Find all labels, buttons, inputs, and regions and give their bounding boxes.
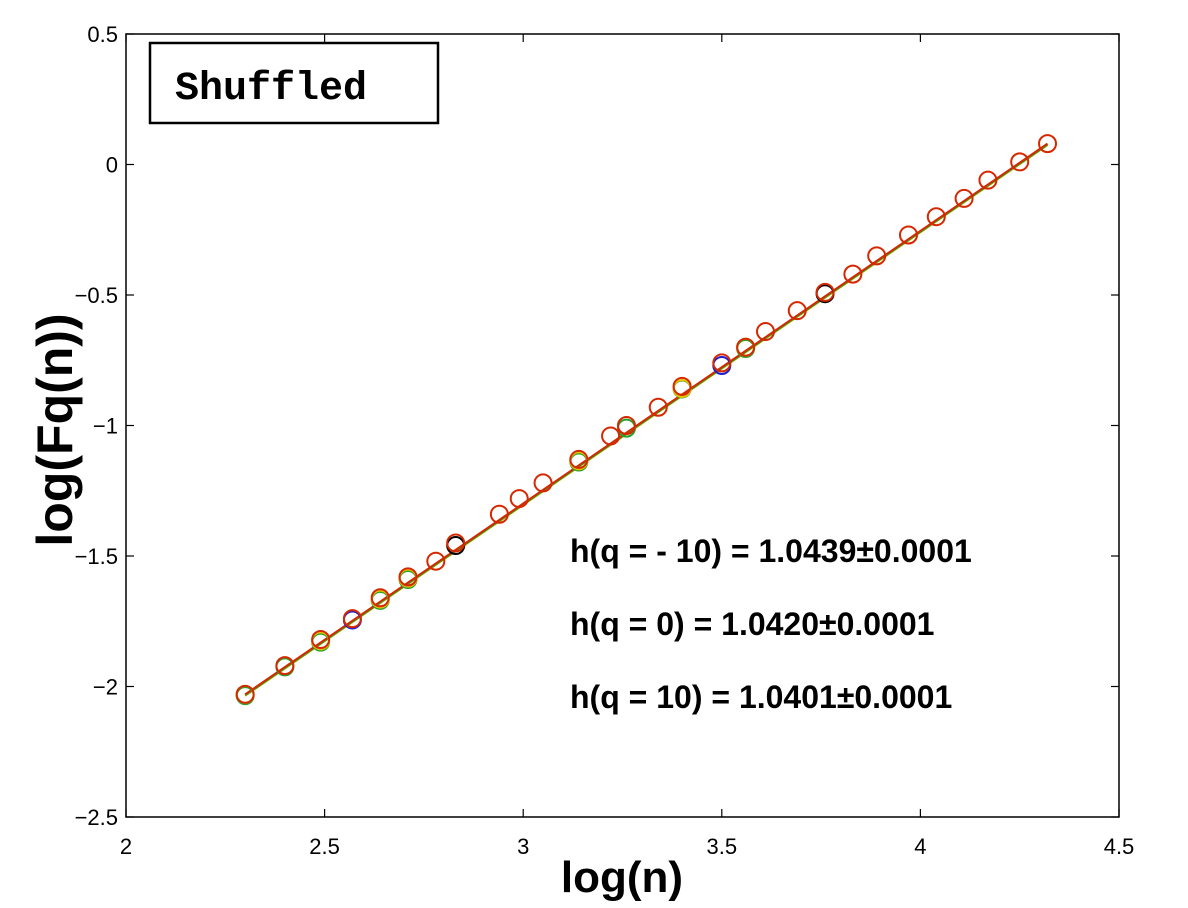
y-tick-label: −2 — [93, 675, 118, 700]
data-point — [569, 449, 589, 469]
annotation-h-q-minus-10: h(q = - 10) = 1.0439±0.0001 — [570, 533, 972, 569]
data-point — [616, 416, 636, 435]
data-point — [648, 397, 668, 417]
data-point — [926, 207, 946, 227]
data-point — [815, 282, 835, 302]
data-point — [843, 264, 863, 284]
data-point — [426, 551, 446, 571]
x-tick-label: 4.5 — [1104, 834, 1135, 859]
x-tick-label: 2.5 — [309, 834, 340, 859]
fit-line-layer — [244, 142, 1049, 697]
data-point — [489, 504, 509, 524]
data-point — [672, 376, 692, 396]
y-tick-label: 0 — [106, 153, 118, 178]
data-point — [398, 567, 418, 587]
y-tick-label: −2.5 — [75, 805, 118, 830]
data-point — [736, 337, 756, 357]
label-box-frame — [148, 41, 440, 125]
y-tick-label: −1.5 — [75, 544, 118, 569]
x-tick-label: 3 — [517, 834, 529, 859]
y-tick-label: −0.5 — [75, 283, 118, 308]
data-point — [446, 533, 466, 553]
data-point — [235, 684, 255, 704]
x-axis-label: log(n) — [561, 853, 683, 902]
x-tick-label: 4 — [914, 834, 926, 859]
shuffled-label-box: Shuffled — [148, 41, 440, 125]
data-point — [787, 301, 807, 321]
data-point — [954, 188, 974, 208]
x-tick-label: 2 — [120, 834, 132, 859]
data-point — [898, 225, 918, 245]
annotation-h-q-10: h(q = 10) = 1.0401±0.0001 — [570, 679, 952, 715]
annotation-h-q-0: h(q = 0) = 1.0420±0.0001 — [570, 606, 934, 642]
data-point — [755, 322, 775, 342]
y-tick-label: −1 — [93, 414, 118, 439]
shuffled-label: Shuffled — [175, 67, 367, 112]
data-point — [712, 353, 732, 373]
fit-line — [244, 142, 1049, 696]
y-axis-label: log(Fq(n)) — [27, 313, 83, 546]
data-point — [1038, 134, 1058, 154]
ticks: 2 2.5 3 3.5 4 4.5 0.5 0 −0.5 −1 −1.5 −2 −2.5 — [75, 22, 1135, 859]
data-point — [509, 489, 529, 509]
data-point — [370, 588, 390, 608]
data-point — [533, 473, 553, 493]
data-point — [311, 630, 331, 650]
data-point — [1010, 152, 1030, 172]
data-point — [601, 426, 621, 446]
data-point — [867, 246, 887, 266]
y-tick-label: 0.5 — [87, 22, 118, 47]
x-tick-label: 3.5 — [707, 834, 738, 859]
data-points — [235, 134, 1058, 706]
data-point — [978, 170, 998, 190]
data-point — [342, 609, 362, 629]
data-point — [275, 656, 295, 676]
